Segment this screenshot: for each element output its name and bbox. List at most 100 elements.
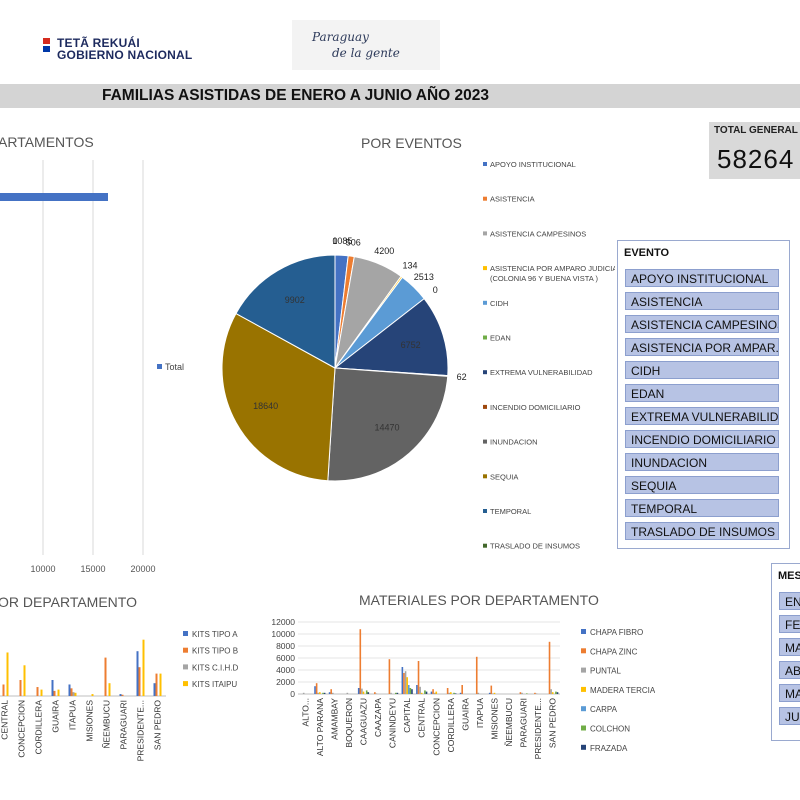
pie-label-cidh: 2513 xyxy=(414,272,434,282)
legend-swatch-inundacion xyxy=(483,439,487,444)
legend-label-traslado-de-insumos: TRASLADO DE INSUMOS xyxy=(490,542,580,551)
legend-swatch-edan xyxy=(483,335,487,340)
bar-colchon-cordillera xyxy=(453,692,455,694)
bar-kits-tipo-b-guaira xyxy=(53,690,56,696)
report-title: FAMILIAS ASISTIDAS DE ENERO A JUNIO AÑO … xyxy=(102,87,489,104)
x-label-amambay: AMAMBAY xyxy=(329,698,339,740)
x-label-boqueron: BOQUERON xyxy=(344,698,354,748)
legend-label-chapa-zinc: CHAPA ZINC xyxy=(590,647,638,656)
bar-puntal-presidente xyxy=(535,693,538,694)
legend-swatch-chapa-zinc xyxy=(581,648,586,654)
pie-label-asistencia-por-amparo-judicial-colonia-96-y-buena-vista: 134 xyxy=(402,261,417,271)
legend-label-kits-tipo-b: KITS TIPO B xyxy=(192,647,238,656)
x-label-concepcion: CONCEPCION xyxy=(431,698,441,756)
bar-kits-itaipu-concepcion xyxy=(23,665,26,696)
bar-kits-tipo-a-guaira xyxy=(51,680,54,696)
legend-label-apoyo-institucional: APOYO INSTITUCIONAL xyxy=(490,160,576,169)
mes-slicer: MES EN FE MA AB MA JU xyxy=(771,563,800,741)
evento-slicer-item-temporal[interactable]: TEMPORAL xyxy=(625,499,779,517)
x-label-central: CENTRAL xyxy=(0,700,10,740)
evento-slicer-item-edan[interactable]: EDAN xyxy=(625,384,779,402)
legend-swatch-temporal xyxy=(483,509,487,513)
evento-slicer-item-sequia[interactable]: SEQUIA xyxy=(625,476,779,494)
x-label-central: CENTRAL xyxy=(417,698,427,738)
bar-frazada-caaguazu xyxy=(367,692,370,694)
legend-label-madera-terciada: MADERA TERCIADA xyxy=(590,686,655,695)
evento-slicer-item-incendio-domiciliario[interactable]: INCENDIO DOMICILIARIO xyxy=(625,430,779,448)
pie-label-traslado-de-insumos: 0 xyxy=(332,236,337,246)
bar-kits-tipo-b-ñeembucu xyxy=(104,657,107,696)
materiales-chart-title: MATERIALES POR DEPARTAMENTO xyxy=(359,592,599,608)
bar-kits-tipo-b-concepcion xyxy=(19,680,22,696)
bar-kits-tipo-b-central xyxy=(2,684,5,696)
mes-slicer-item-3[interactable]: AB xyxy=(779,661,800,679)
pie-label-asistencia-campesinos: 4200 xyxy=(374,246,394,256)
bar-madera-terciada-alto-parana xyxy=(319,692,321,694)
legend-label-chapa-fibro: CHAPA FIBRO xyxy=(590,628,643,637)
legend-swatch-chapa-fibro xyxy=(581,629,586,634)
bar-kits-tipo-b-cordillera xyxy=(36,687,39,696)
bar-chapa-zinc-amambay xyxy=(330,689,332,694)
mes-slicer-item-0[interactable]: EN xyxy=(779,592,800,610)
bar-kits-tipo-b-itapua xyxy=(70,688,73,696)
bar-colchon-capital xyxy=(409,688,412,694)
bar-chapa-zinc-caaguazu xyxy=(359,629,362,694)
x-tick-10000: 10000 xyxy=(30,564,55,574)
evento-slicer: EVENTO APOYO INSTITUCIONAL ASISTENCIA ASIS… xyxy=(617,240,790,549)
evento-slicer-item-cidh[interactable]: CIDH xyxy=(625,361,779,379)
bar-kits-itaipu-san-pedro xyxy=(159,673,162,696)
eventos-chart-title: POR EVENTOS xyxy=(361,135,462,151)
logo2-line2: de la gente xyxy=(332,46,400,60)
bar-chapa-fibro-central xyxy=(416,685,418,694)
legend-swatch-asistencia-por-amparo-judicial-colonia-96-y-buena-vista xyxy=(483,266,487,271)
mes-slicer-item-1[interactable]: FE xyxy=(779,615,800,633)
bar-colchon-canindeyu xyxy=(395,692,397,694)
x-label-canindeyu: CANINDEYU xyxy=(388,698,398,748)
bar-kits-itaipu-central xyxy=(6,652,9,696)
pie-label-apoyo-institucional: 1085 xyxy=(332,236,352,246)
departamentos-bar-chart: 10000 15000 20000 Total xyxy=(0,160,184,574)
report-title-bar: FAMILIAS ASISTIDAS DE ENERO A JUNIO AÑO … xyxy=(0,84,800,108)
x-label-ñeembucu: ÑEEMBUCU xyxy=(504,698,514,747)
departamentos-chart-title: ARTAMENTOS xyxy=(0,134,94,150)
x-label-presidente: PRESIDENTE... xyxy=(136,700,146,761)
y-tick-12000: 12000 xyxy=(271,617,295,627)
evento-slicer-item-extrema-vulnerabilidad[interactable]: EXTREMA VULNERABILIDAD xyxy=(625,407,779,425)
evento-slicer-item-asistencia-por-ampar[interactable]: ASISTENCIA POR AMPAR... xyxy=(625,338,779,356)
evento-slicer-item-asistencia-campesinos[interactable]: ASISTENCIA CAMPESINOS xyxy=(625,315,779,333)
pie-label-extrema-vulnerabilidad: 6752 xyxy=(401,340,421,350)
pie-label-inundacion: 14470 xyxy=(374,423,399,433)
legend-label-puntal: PUNTAL xyxy=(590,667,622,676)
legend-label-asistencia-por-amparo-judicial-colonia-96-y-buena-vista: ASISTENCIA POR AMPARO JUDICIAL (COLONIA 9… xyxy=(490,264,615,283)
bar-puntal-canindeyu xyxy=(390,692,392,694)
evento-slicer-item-asistencia[interactable]: ASISTENCIA xyxy=(625,292,779,310)
bar-chapa-zinc-capital xyxy=(403,673,405,694)
bar-chapa-zinc-itapua xyxy=(475,656,478,694)
bar-madera-terciada-cordillera xyxy=(450,692,452,694)
x-tick-15000: 15000 xyxy=(80,564,105,574)
evento-slicer-item-apoyo-institucional[interactable]: APOYO INSTITUCIONAL xyxy=(625,269,779,287)
flag-icon-blue xyxy=(43,46,50,52)
legend-label-kits-c-i-h-d: KITS C.I.H.D xyxy=(192,663,238,672)
bar-kits-tipo-a-san-pedro xyxy=(153,683,156,696)
pie-label-temporal: 9902 xyxy=(285,295,305,305)
mes-slicer-item-4[interactable]: MA xyxy=(779,684,800,702)
bar-chapa-fibro-concepcion xyxy=(430,691,433,694)
legend-swatch-incendio-domiciliario xyxy=(483,404,487,409)
bar-frazada-san-pedro xyxy=(556,692,559,694)
pie-label-incendio-domiciliario: 62 xyxy=(457,372,467,382)
bar-madera-terciada-caaguazu xyxy=(362,691,365,694)
mes-slicer-item-5[interactable]: JU xyxy=(779,707,800,725)
kits-chart-title: OR DEPARTAMENTO xyxy=(0,594,137,610)
y-tick-10000: 10000 xyxy=(271,629,295,639)
evento-slicer-item-inundacion[interactable]: INUNDACION xyxy=(625,453,779,471)
evento-slicer-item-traslado-de-insumos[interactable]: TRASLADO DE INSUMOS xyxy=(625,522,779,540)
bar-colchon-paraguari xyxy=(526,693,528,694)
legend-label-edan: EDAN xyxy=(490,334,511,343)
x-label-paraguari: PARAGUARI xyxy=(119,700,129,749)
x-label-alto: ALTO... xyxy=(300,698,310,727)
legend-label-asistencia: ASISTENCIA xyxy=(490,195,535,204)
mes-slicer-item-2[interactable]: MA xyxy=(779,638,800,656)
bar-chapa-fibro-amambay xyxy=(328,692,331,694)
bar-chapa-zinc-san-pedro xyxy=(548,641,551,694)
